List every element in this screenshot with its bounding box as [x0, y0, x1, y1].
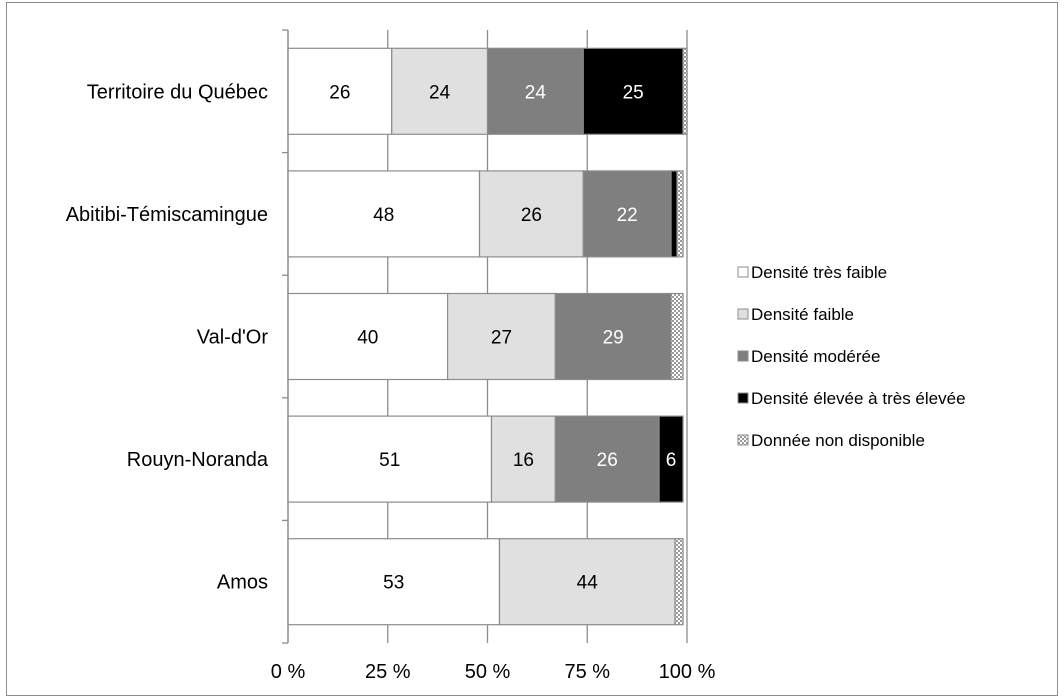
data-label: 24 [429, 82, 451, 103]
data-label: 26 [597, 450, 618, 471]
bar-densite-faible [490, 415, 556, 503]
legend-label: Densité faible [751, 305, 854, 324]
bar-densite-faible [447, 292, 556, 381]
legend-label: Densité très faible [751, 263, 887, 282]
data-label: 26 [521, 205, 542, 226]
data-label: 25 [623, 82, 644, 103]
bars [287, 47, 688, 626]
legend: Densité très faible Densité faible Densité… [737, 263, 966, 450]
bar-donnee-non-disponible [674, 538, 684, 626]
bar-densite-moderee [554, 292, 672, 381]
y-axis [282, 29, 289, 644]
category-labels: Territoire du Québec Abitibi-Témiscamingu… [66, 81, 269, 593]
data-label: 48 [373, 205, 394, 226]
bar-densite-tres-faible [287, 170, 481, 258]
legend-swatch [737, 350, 749, 362]
bar-densite-elevee-a-tres-elevee [670, 170, 678, 258]
data-label: 6 [666, 450, 677, 471]
bar-densite-moderee [486, 47, 584, 135]
data-label: 22 [617, 205, 638, 226]
data-label: 29 [603, 328, 624, 349]
category-label: Rouyn-Noranda [127, 449, 269, 471]
category-label: Abitibi-Témiscamingue [66, 204, 268, 226]
legend-swatch [737, 434, 749, 446]
data-label: 51 [379, 450, 400, 471]
bar-densite-tres-faible [287, 538, 501, 626]
bar-densite-faible [498, 538, 676, 626]
legend-swatch [737, 392, 749, 404]
x-tick-label: 25 % [365, 661, 411, 683]
bar-donnee-non-disponible [676, 170, 684, 258]
data-labels: 26 24 24 25 48 26 22 40 27 29 51 16 26 6 53 44 [329, 82, 676, 593]
category-label: Val-d'Or [197, 327, 269, 349]
legend-swatch [737, 266, 749, 278]
legend-label: Donnée non disponible [751, 431, 925, 450]
bar-densite-elevee-a-tres-elevee [658, 415, 684, 503]
x-tick-label: 50 % [465, 661, 511, 683]
legend-label: Densité élevée à très élevée [751, 389, 966, 408]
data-label: 16 [513, 450, 534, 471]
x-tick-label: 0 % [271, 661, 306, 683]
bar-densite-elevee-a-tres-elevee [582, 47, 684, 135]
data-label: 44 [577, 573, 599, 594]
bar-donnee-non-disponible [670, 292, 684, 381]
x-tick-labels: 0 % 25 % 50 % 75 % 100 % [271, 661, 716, 683]
category-label: Territoire du Québec [87, 81, 268, 103]
legend-label: Densité modérée [751, 347, 880, 366]
x-tick-label: 100 % [659, 661, 716, 683]
bar-donnee-non-disponible [682, 47, 688, 135]
data-label: 24 [525, 82, 547, 103]
bar-densite-faible [391, 47, 489, 135]
data-label: 53 [383, 573, 404, 594]
data-label: 40 [357, 328, 378, 349]
data-label: 27 [491, 328, 512, 349]
x-tick-label: 75 % [564, 661, 610, 683]
bar-densite-tres-faible [287, 292, 449, 381]
legend-swatch [737, 308, 749, 320]
category-label: Amos [217, 572, 268, 594]
data-label: 26 [329, 82, 350, 103]
bar-densite-faible [478, 170, 584, 258]
